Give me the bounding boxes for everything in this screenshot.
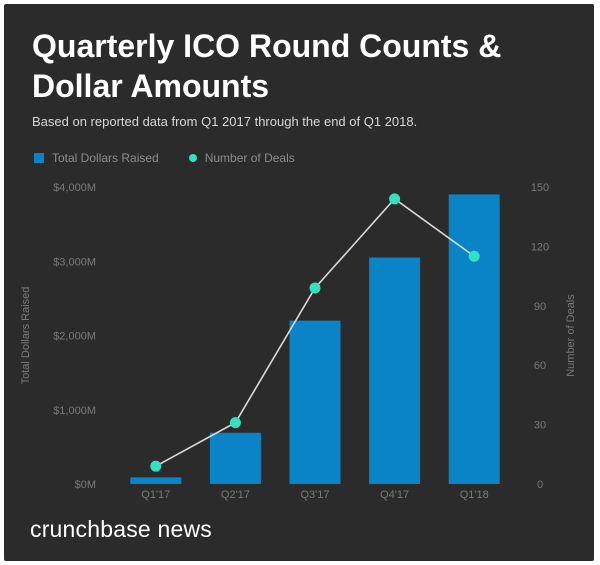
chart-title: Quarterly ICO Round Counts & Dollar Amou… xyxy=(32,28,502,104)
legend-label-dollars: Total Dollars Raised xyxy=(52,151,159,165)
brand-logo-text: crunchbase news xyxy=(30,516,212,542)
left-axis-tick-label: $4,000M xyxy=(53,182,96,194)
legend: Total Dollars Raised Number of Deals xyxy=(34,151,325,165)
deals-point xyxy=(309,282,321,294)
deals-point xyxy=(229,417,241,429)
bar xyxy=(369,257,421,484)
chart-subtitle: Based on reported data from Q1 2017 thro… xyxy=(32,114,418,129)
chart-card: Quarterly ICO Round Counts & Dollar Amou… xyxy=(4,4,594,561)
legend-label-deals: Number of Deals xyxy=(204,151,295,165)
right-axis-tick-label: 60 xyxy=(534,360,546,372)
legend-item-dollars: Total Dollars Raised xyxy=(34,151,159,165)
combo-chart: $0M $1,000M $2,000M $3,000M $4,000M 0 30 60 90 12… xyxy=(20,182,577,501)
bar xyxy=(289,320,341,484)
legend-swatch-dot xyxy=(188,154,197,162)
category-label: Q4'17 xyxy=(380,489,409,501)
right-axis-title: Number of Deals xyxy=(565,294,577,377)
left-axis-title: Total Dollars Raised xyxy=(20,287,32,385)
category-label: Q2'17 xyxy=(221,489,250,501)
bar xyxy=(130,477,182,484)
deals-point xyxy=(150,460,162,472)
right-axis-tick-label: 30 xyxy=(534,420,546,432)
deals-point xyxy=(468,250,480,262)
right-axis-tick-label: 0 xyxy=(537,479,543,491)
category-label: Q1'18 xyxy=(460,489,489,501)
deals-point xyxy=(389,193,401,205)
category-label: Q1'17 xyxy=(141,489,170,501)
legend-swatch-bar xyxy=(34,153,44,163)
right-axis-tick-label: 120 xyxy=(531,241,549,253)
left-axis-tick-label: $1,000M xyxy=(53,405,96,417)
legend-item-deals: Number of Deals xyxy=(188,151,295,165)
left-axis-tick-label: $3,000M xyxy=(53,256,96,268)
category-label: Q3'17 xyxy=(300,489,329,501)
left-axis-tick-label: $2,000M xyxy=(53,331,96,343)
right-axis-tick-label: 150 xyxy=(531,182,549,194)
left-axis-tick-label: $0M xyxy=(75,479,96,491)
right-axis-tick-label: 90 xyxy=(534,301,546,313)
bar xyxy=(448,194,500,485)
bar xyxy=(209,432,261,484)
